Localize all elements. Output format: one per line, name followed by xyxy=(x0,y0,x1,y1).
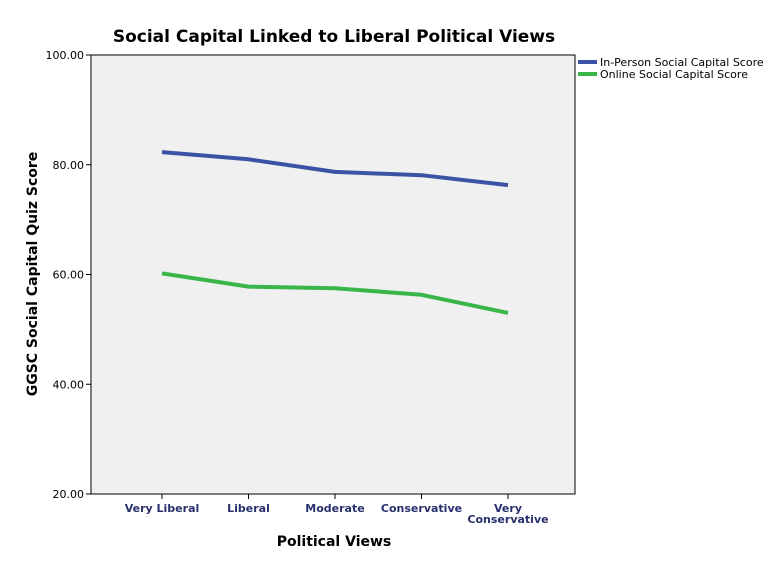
x-axis: Very Liberal Liberal Moderate Conservative V… xyxy=(125,494,549,526)
y-tick-label: 40.00 xyxy=(53,378,85,391)
x-tick-label: Very Liberal xyxy=(125,502,200,515)
y-tick-label: 100.00 xyxy=(46,49,85,62)
x-tick-label: Conservative xyxy=(381,502,462,515)
series-layer xyxy=(161,150,509,315)
x-tick-label: Moderate xyxy=(305,502,364,515)
y-tick-label: 80.00 xyxy=(53,159,85,172)
x-tick-label: Liberal xyxy=(227,502,270,515)
y-tick-label: 60.00 xyxy=(53,269,85,282)
legend-label: Online Social Capital Score xyxy=(600,68,748,81)
y-axis: 20.00 40.00 60.00 80.00 100.00 xyxy=(46,49,91,501)
chart-title: Social Capital Linked to Liberal Politic… xyxy=(113,27,555,47)
legend-label: In-Person Social Capital Score xyxy=(600,56,764,69)
x-axis-title: Political Views xyxy=(277,534,392,550)
x-tick-label: Very Conservative xyxy=(467,502,548,526)
series-line-1 xyxy=(161,150,509,188)
series-line-2 xyxy=(161,271,509,315)
y-axis-title: GGSC Social Capital Quiz Score xyxy=(25,152,41,397)
y-tick-label: 20.00 xyxy=(53,488,85,501)
